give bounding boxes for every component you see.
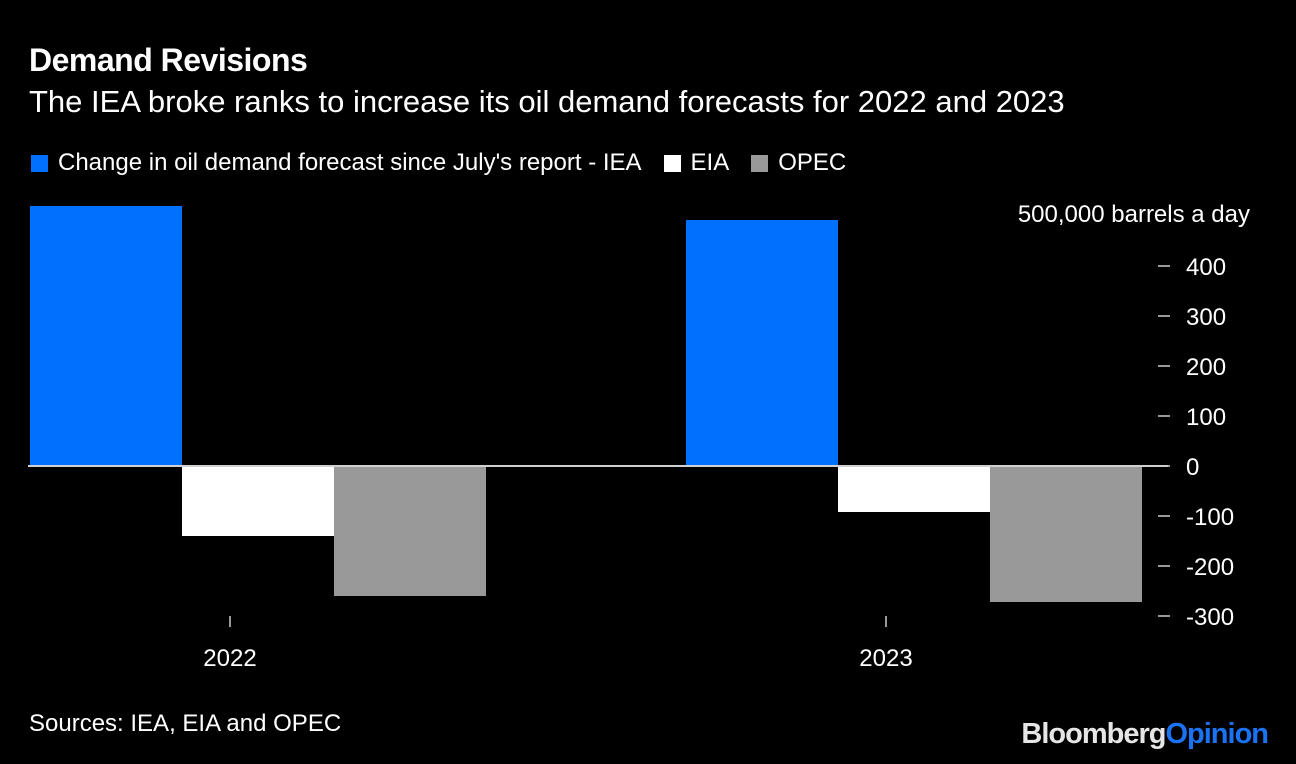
legend-item-iea: Change in oil demand forecast since July… [31, 149, 642, 177]
bar-eia-2022 [182, 466, 334, 536]
bar-opec-2022 [334, 466, 486, 596]
legend-label-iea: Change in oil demand forecast since July… [58, 149, 642, 176]
legend-swatch-iea [31, 154, 48, 172]
bar-iea-2023 [686, 220, 838, 466]
logo-bloomberg: Bloomberg [1021, 718, 1166, 750]
bar-iea-2022 [30, 206, 182, 466]
legend-label-opec: OPEC [778, 149, 847, 176]
y-tick-label-0: 0 [1186, 454, 1199, 481]
bar-eia-2023 [838, 466, 990, 512]
legend-swatch-opec [751, 154, 769, 172]
chart-subtitle: The IEA broke ranks to increase its oil … [29, 84, 1065, 119]
y-axis-unit-label: 500,000 barrels a day [1018, 201, 1250, 228]
legend-item-eia: EIA [663, 149, 730, 177]
legend-swatch-eia [663, 154, 681, 172]
logo-opinion: Opinion [1165, 718, 1269, 750]
y-tick-label--300: -300 [1186, 604, 1234, 631]
y-tick-label-400: 400 [1186, 254, 1226, 281]
bloomberg-opinion-logo: BloombergOpinion [1021, 718, 1269, 751]
y-tick-label-200: 200 [1186, 354, 1226, 381]
y-tick-label-300: 300 [1186, 304, 1226, 331]
legend-label-eia: EIA [690, 149, 730, 176]
y-tick-label--100: -100 [1186, 504, 1234, 531]
source-note: Sources: IEA, EIA and OPEC [29, 710, 342, 737]
legend-item-opec: OPEC [751, 149, 846, 177]
x-tick-label-2023: 2023 [859, 645, 912, 672]
y-tick-label-100: 100 [1186, 404, 1226, 431]
chart-title: Demand Revisions [29, 42, 308, 78]
bar-opec-2023 [990, 466, 1142, 602]
legend: Change in oil demand forecast since July… [31, 149, 868, 177]
x-tick-label-2022: 2022 [203, 645, 256, 672]
y-tick-label--200: -200 [1186, 554, 1234, 581]
